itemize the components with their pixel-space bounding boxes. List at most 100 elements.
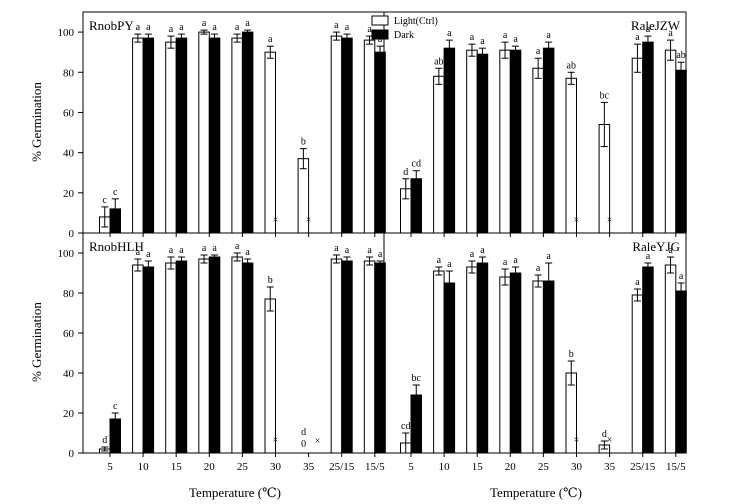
y-tick-label: 20 — [63, 188, 75, 200]
x-tick-label: 5 — [107, 461, 113, 473]
bar-light — [565, 77, 577, 234]
significance-label: a — [136, 22, 141, 33]
y-tick-label: 60 — [63, 328, 75, 340]
significance-label: a — [470, 32, 475, 43]
legend-label: Dark — [394, 30, 414, 41]
significance-label: b — [569, 349, 574, 360]
significance-label: a — [212, 243, 217, 254]
bar-dark — [642, 41, 654, 234]
significance-label: ab — [676, 50, 685, 61]
bar-dark — [341, 37, 353, 234]
bar-dark — [208, 256, 221, 454]
bar-light — [664, 264, 677, 454]
y-tick-label: 100 — [58, 248, 75, 260]
significance-label: d — [602, 429, 607, 440]
y-tick-label: 40 — [63, 368, 75, 380]
significance-label: a — [447, 28, 452, 39]
panel-title: RaleJZW — [631, 18, 681, 33]
significance-label: a — [136, 247, 141, 258]
significance-label: c — [103, 195, 108, 206]
significance-label: d — [403, 167, 408, 178]
bar-dark — [443, 282, 456, 454]
significance-label: a — [546, 251, 551, 262]
x-tick-label: 30 — [571, 461, 583, 473]
significance-label: a — [235, 22, 240, 33]
no-germination-marker: d — [301, 427, 306, 438]
bar-light — [330, 35, 343, 234]
significance-label: a — [334, 20, 339, 31]
x-tick-label: 15/5 — [365, 461, 385, 473]
no-germination-marker: × — [315, 436, 321, 447]
x-axis-label-left: Temperature (℃) — [189, 485, 281, 500]
y-tick-label: 0 — [69, 448, 75, 460]
significance-label: d — [102, 435, 107, 446]
bar-light — [466, 49, 478, 234]
significance-label: a — [235, 241, 240, 252]
bar-light — [433, 75, 445, 234]
significance-label: a — [202, 243, 207, 254]
significance-label: a — [179, 22, 184, 33]
bar-light — [264, 298, 276, 454]
significance-label: a — [245, 18, 250, 29]
y-tick-label: 60 — [63, 107, 75, 119]
bar-light — [532, 280, 544, 454]
bar-dark — [509, 272, 522, 454]
significance-label: cd — [412, 159, 421, 170]
bar-light — [165, 262, 177, 454]
significance-label: a — [179, 245, 184, 256]
panel-title: RaleYJG — [632, 239, 680, 254]
y-tick-label: 0 — [69, 228, 75, 240]
bar-dark — [675, 69, 687, 234]
bar-light — [466, 266, 478, 454]
significance-label: a — [668, 245, 673, 256]
significance-label: c — [113, 187, 118, 198]
significance-label: ab — [567, 60, 576, 71]
significance-label: a — [503, 257, 508, 268]
x-tick-label: 15/5 — [666, 461, 686, 473]
significance-label: a — [367, 245, 372, 256]
bar-light — [363, 39, 376, 234]
bar-light — [231, 37, 243, 234]
significance-label: a — [169, 245, 174, 256]
x-tick-label: 15 — [472, 461, 484, 473]
significance-label: a — [367, 24, 372, 35]
bar-dark — [675, 290, 687, 454]
x-tick-label: 10 — [138, 461, 150, 473]
bar-light — [165, 41, 177, 234]
significance-label: a — [546, 30, 551, 41]
legend-swatch — [371, 29, 389, 40]
chart-panel-2: RnobHLH 0 20 40 60 80 100 5 10 15 20 25 30 35 25/15 15/… — [58, 232, 386, 473]
significance-label: a — [378, 249, 383, 260]
bar-light — [631, 57, 644, 234]
bar-dark — [208, 37, 221, 234]
significance-label: a — [536, 46, 541, 57]
significance-label: a — [635, 32, 640, 43]
x-tick-label: 35 — [604, 461, 616, 473]
significance-label: a — [536, 263, 541, 274]
x-tick-label: 25 — [237, 461, 249, 473]
x-tick-label: 15 — [171, 461, 183, 473]
significance-label: a — [334, 243, 339, 254]
no-germination-marker: × — [273, 215, 279, 226]
x-tick-label: 35 — [303, 461, 315, 473]
significance-label: a — [169, 24, 174, 35]
significance-label: a — [503, 30, 508, 41]
bar-dark — [175, 260, 188, 454]
bar-light — [363, 260, 376, 454]
bar-light — [499, 49, 511, 234]
significance-label: a — [679, 271, 684, 282]
legend-label: Light(Ctrl) — [394, 16, 438, 27]
bar-light — [132, 37, 144, 234]
significance-label: a — [513, 34, 518, 45]
bar-light — [264, 51, 276, 234]
bar-light — [330, 258, 343, 454]
x-tick-label: 25/15 — [630, 461, 656, 473]
significance-label: a — [345, 245, 350, 256]
significance-label: a — [345, 22, 350, 33]
bar-light — [499, 276, 511, 454]
significance-label: a — [635, 277, 640, 288]
x-tick-label: 10 — [439, 461, 451, 473]
